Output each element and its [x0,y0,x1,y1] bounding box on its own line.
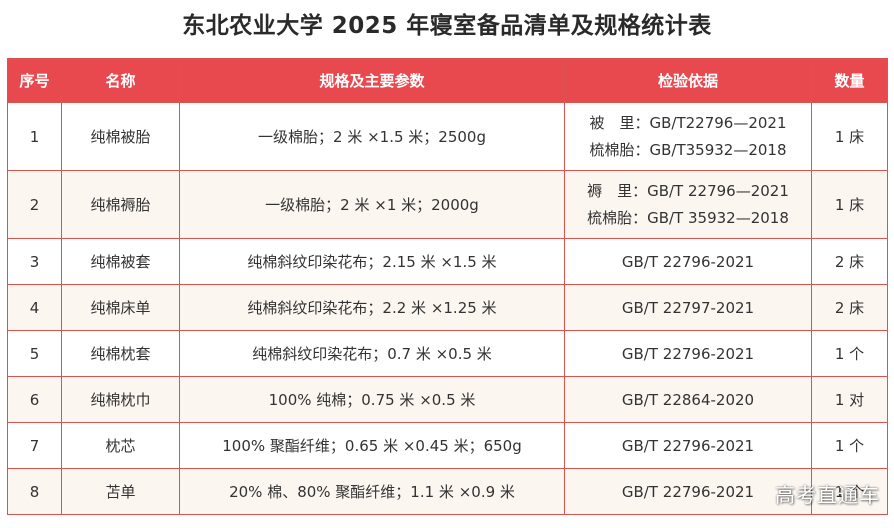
cell-spec: 纯棉斜纹印染花布；2.15 米 ×1.5 米 [179,238,565,285]
cell-basis: GB/T 22796-2021 [564,330,812,377]
cell-basis: 褥 里：GB/T 22796—2021 梳棉胎：GB/T 35932—2018 [564,170,812,239]
header-name: 名称 [61,58,180,103]
cell-spec: 20% 棉、80% 聚酯纤维；1.1 米 ×0.9 米 [179,468,565,515]
cell-basis: GB/T 22797-2021 [564,284,812,331]
cell-qty: 1 床 [811,102,888,171]
cell-qty: 1 个 [811,422,888,469]
table-row: 4 纯棉床单 纯棉斜纹印染花布；2.2 米 ×1.25 米 GB/T 22797… [7,284,888,331]
basis-lines: 褥 里：GB/T 22796—2021 梳棉胎：GB/T 35932—2018 [587,178,789,232]
header-spec: 规格及主要参数 [179,58,565,103]
cell-qty: 2 床 [811,284,888,331]
basis-lines: 被 里：GB/T22796—2021 梳棉胎：GB/T35932—2018 [589,110,786,164]
cell-basis: GB/T 22796-2021 [564,422,812,469]
cell-qty: 1 个 [811,330,888,377]
cell-index: 6 [7,376,62,423]
cell-index: 4 [7,284,62,331]
cell-qty: 1 床 [811,170,888,239]
table-row: 3 纯棉被套 纯棉斜纹印染花布；2.15 米 ×1.5 米 GB/T 22796… [7,238,888,285]
table-row: 2 纯棉褥胎 一级棉胎；2 米 ×1 米；2000g 褥 里：GB/T 2279… [7,170,888,239]
table-row: 7 枕芯 100% 聚酯纤维；0.65 米 ×0.45 米；650g GB/T … [7,422,888,469]
cell-spec: 纯棉斜纹印染花布；2.2 米 ×1.25 米 [179,284,565,331]
cell-qty: 1 对 [811,376,888,423]
cell-basis: GB/T 22796-2021 [564,468,812,515]
inventory-table: 序号 名称 规格及主要参数 检验依据 数量 1 纯棉被胎 一级棉胎；2 米 ×1… [7,58,888,515]
basis-line: 褥 里：GB/T 22796—2021 [587,181,789,200]
table-row: 5 纯棉枕套 纯棉斜纹印染花布；0.7 米 ×0.5 米 GB/T 22796-… [7,330,888,377]
cell-spec: 100% 聚酯纤维；0.65 米 ×0.45 米；650g [179,422,565,469]
table-row: 8 苫单 20% 棉、80% 聚酯纤维；1.1 米 ×0.9 米 GB/T 22… [7,468,888,515]
table-row: 1 纯棉被胎 一级棉胎；2 米 ×1.5 米；2500g 被 里：GB/T227… [7,102,888,171]
cell-index: 5 [7,330,62,377]
cell-name: 纯棉褥胎 [61,170,180,239]
cell-name: 苫单 [61,468,180,515]
cell-spec: 100% 纯棉；0.75 米 ×0.5 米 [179,376,565,423]
cell-index: 3 [7,238,62,285]
header-index: 序号 [7,58,62,103]
cell-spec: 一级棉胎；2 米 ×1.5 米；2500g [179,102,565,171]
cell-index: 2 [7,170,62,239]
cell-name: 纯棉被套 [61,238,180,285]
cell-name: 纯棉被胎 [61,102,180,171]
cell-name: 纯棉枕巾 [61,376,180,423]
header-qty: 数量 [811,58,888,103]
page-title: 东北农业大学 2025 年寝室备品清单及规格统计表 [182,13,712,39]
basis-line: 被 里：GB/T22796—2021 [589,113,787,132]
watermark-text: 高考直通车 [775,483,880,507]
basis-line: 梳棉胎：GB/T35932—2018 [589,140,787,159]
table-header-row: 序号 名称 规格及主要参数 检验依据 数量 [7,58,888,103]
cell-basis: GB/T 22796-2021 [564,238,812,285]
cell-qty: 1 个 [811,468,888,515]
header-basis: 检验依据 [564,58,812,103]
cell-spec: 纯棉斜纹印染花布；0.7 米 ×0.5 米 [179,330,565,377]
cell-index: 1 [7,102,62,171]
basis-line: 梳棉胎：GB/T 35932—2018 [587,208,789,227]
cell-basis: GB/T 22864-2020 [564,376,812,423]
cell-name: 枕芯 [61,422,180,469]
cell-name: 纯棉床单 [61,284,180,331]
cell-index: 8 [7,468,62,515]
table-row: 6 纯棉枕巾 100% 纯棉；0.75 米 ×0.5 米 GB/T 22864-… [7,376,888,423]
cell-index: 7 [7,422,62,469]
cell-qty: 2 床 [811,238,888,285]
cell-basis: 被 里：GB/T22796—2021 梳棉胎：GB/T35932—2018 [564,102,812,171]
cell-name: 纯棉枕套 [61,330,180,377]
cell-spec: 一级棉胎；2 米 ×1 米；2000g [179,170,565,239]
